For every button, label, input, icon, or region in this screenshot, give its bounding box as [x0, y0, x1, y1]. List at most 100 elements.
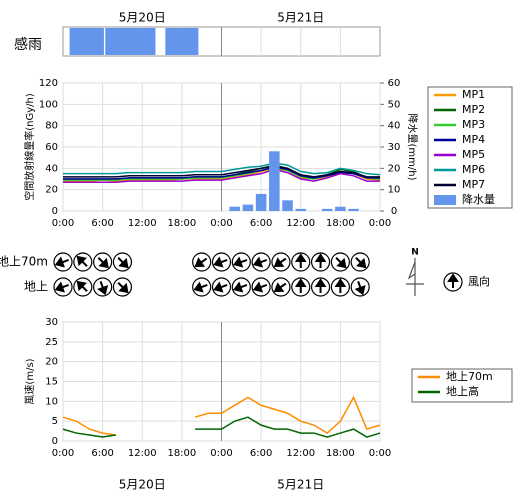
bar: [321, 208, 333, 211]
bar: [295, 208, 307, 211]
legend-box: [411, 368, 513, 403]
rain-interval: [69, 28, 104, 55]
y2-tick-label: 0: [391, 206, 397, 217]
line: [63, 162, 381, 176]
north-mark: [406, 258, 424, 296]
wind-arrow: [294, 253, 307, 268]
y-tick-label: 0: [52, 436, 58, 447]
y-tick-label: 40: [45, 163, 58, 174]
y-tick-label: 0: [52, 206, 58, 217]
wind-arrow: [252, 256, 268, 268]
bar: [255, 193, 267, 211]
wind-arrow: [97, 257, 109, 269]
x-tick-label: 12:00: [286, 218, 315, 229]
x-tick-label: 6:00: [250, 448, 272, 459]
y-tick-label: 20: [45, 185, 58, 196]
y2-tick-label: 10: [388, 185, 401, 196]
y2-axis-label: 降水量(mm/h): [406, 114, 419, 181]
wind-arrow: [355, 257, 367, 269]
y-tick-label: 30: [45, 317, 58, 328]
line: [63, 167, 381, 182]
legend-label: MP4: [462, 133, 485, 146]
wind-arrow: [314, 278, 327, 293]
x-tick-label: 18:00: [167, 218, 196, 229]
x-tick-label: 18:00: [326, 448, 355, 459]
y-tick-label: 20: [45, 357, 58, 368]
x-tick-label: 6:00: [91, 448, 113, 459]
wind-arrow: [213, 256, 228, 268]
bar: [229, 206, 240, 211]
y2-tick-label: 30: [388, 142, 401, 153]
wind-arrow: [117, 257, 129, 269]
x-tick-label: 0:00: [369, 218, 391, 229]
date-label: 5月20日: [119, 478, 166, 492]
x-tick-label: 6:00: [91, 218, 113, 229]
y-tick-label: 80: [45, 121, 58, 132]
y-tick-label: 15: [45, 377, 58, 388]
legend-label: 風向: [468, 274, 490, 288]
date-label: 5月20日: [119, 11, 166, 25]
wind-arrow: [193, 281, 208, 293]
wind-arrow: [54, 256, 69, 268]
y-tick-label: 10: [45, 396, 58, 407]
wind-arrow: [76, 255, 88, 267]
bar: [348, 208, 359, 211]
north-label: N: [411, 248, 419, 258]
row-label: 感雨: [14, 36, 42, 53]
legend-label: MP7: [462, 178, 485, 191]
x-tick-label: 0:00: [210, 218, 232, 229]
wind-arrow: [233, 281, 248, 293]
wind-arrow: [117, 282, 129, 294]
legend-label: MP6: [462, 163, 485, 176]
y-axis-label: 空間放射線量率(nGy/h): [23, 93, 36, 201]
x-tick-label: 12:00: [286, 448, 315, 459]
wind-arrow: [294, 278, 307, 293]
wind-arrow: [447, 273, 459, 288]
y2-tick-label: 60: [388, 78, 401, 89]
x-tick-label: 0:00: [210, 448, 232, 459]
line: [63, 165, 380, 178]
y-tick-label: 25: [45, 337, 58, 348]
wind-arrow: [314, 253, 327, 268]
date-label: 5月21日: [277, 11, 324, 25]
wind-arrow: [54, 281, 69, 293]
wind-arrow: [273, 282, 287, 293]
y2-tick-label: 20: [388, 163, 401, 174]
legend-box: [427, 86, 513, 209]
wind-arrow: [194, 257, 208, 268]
line: [62, 416, 381, 438]
legend-swatch: [434, 195, 456, 205]
bar: [269, 151, 280, 211]
wind-arrow: [252, 281, 268, 293]
x-tick-label: 18:00: [167, 448, 196, 459]
legend-label: 降水量: [462, 192, 495, 206]
x-tick-label: 12:00: [128, 448, 157, 459]
legend-label: 地上高: [446, 384, 479, 398]
bar: [282, 200, 293, 211]
row-label: 地上: [24, 280, 48, 294]
x-tick-label: 0:00: [369, 448, 391, 459]
wind-arrow: [335, 257, 347, 269]
legend-label: MP2: [462, 103, 485, 116]
x-tick-label: 18:00: [326, 218, 355, 229]
y2-tick-label: 40: [388, 121, 401, 132]
y-tick-label: 100: [39, 99, 58, 110]
wind-arrow: [354, 281, 366, 296]
wind-arrow: [233, 256, 248, 268]
date-label: 5月21日: [277, 478, 324, 492]
legend-label: 地上70m: [446, 370, 493, 383]
wind-arrow: [273, 257, 287, 268]
wind-arrow: [76, 280, 88, 292]
legend-label: MP5: [462, 148, 485, 161]
wind-arrow: [213, 281, 228, 293]
bar: [242, 204, 254, 211]
x-tick-label: 0:00: [52, 218, 74, 229]
x-tick-label: 6:00: [250, 218, 272, 229]
row-label: 地上70m: [0, 255, 48, 269]
legend-label: MP3: [462, 118, 485, 131]
y-axis-label: 風速(m/s): [24, 358, 36, 404]
y2-tick-label: 50: [388, 99, 401, 110]
line: [63, 166, 380, 180]
bar: [335, 206, 346, 211]
